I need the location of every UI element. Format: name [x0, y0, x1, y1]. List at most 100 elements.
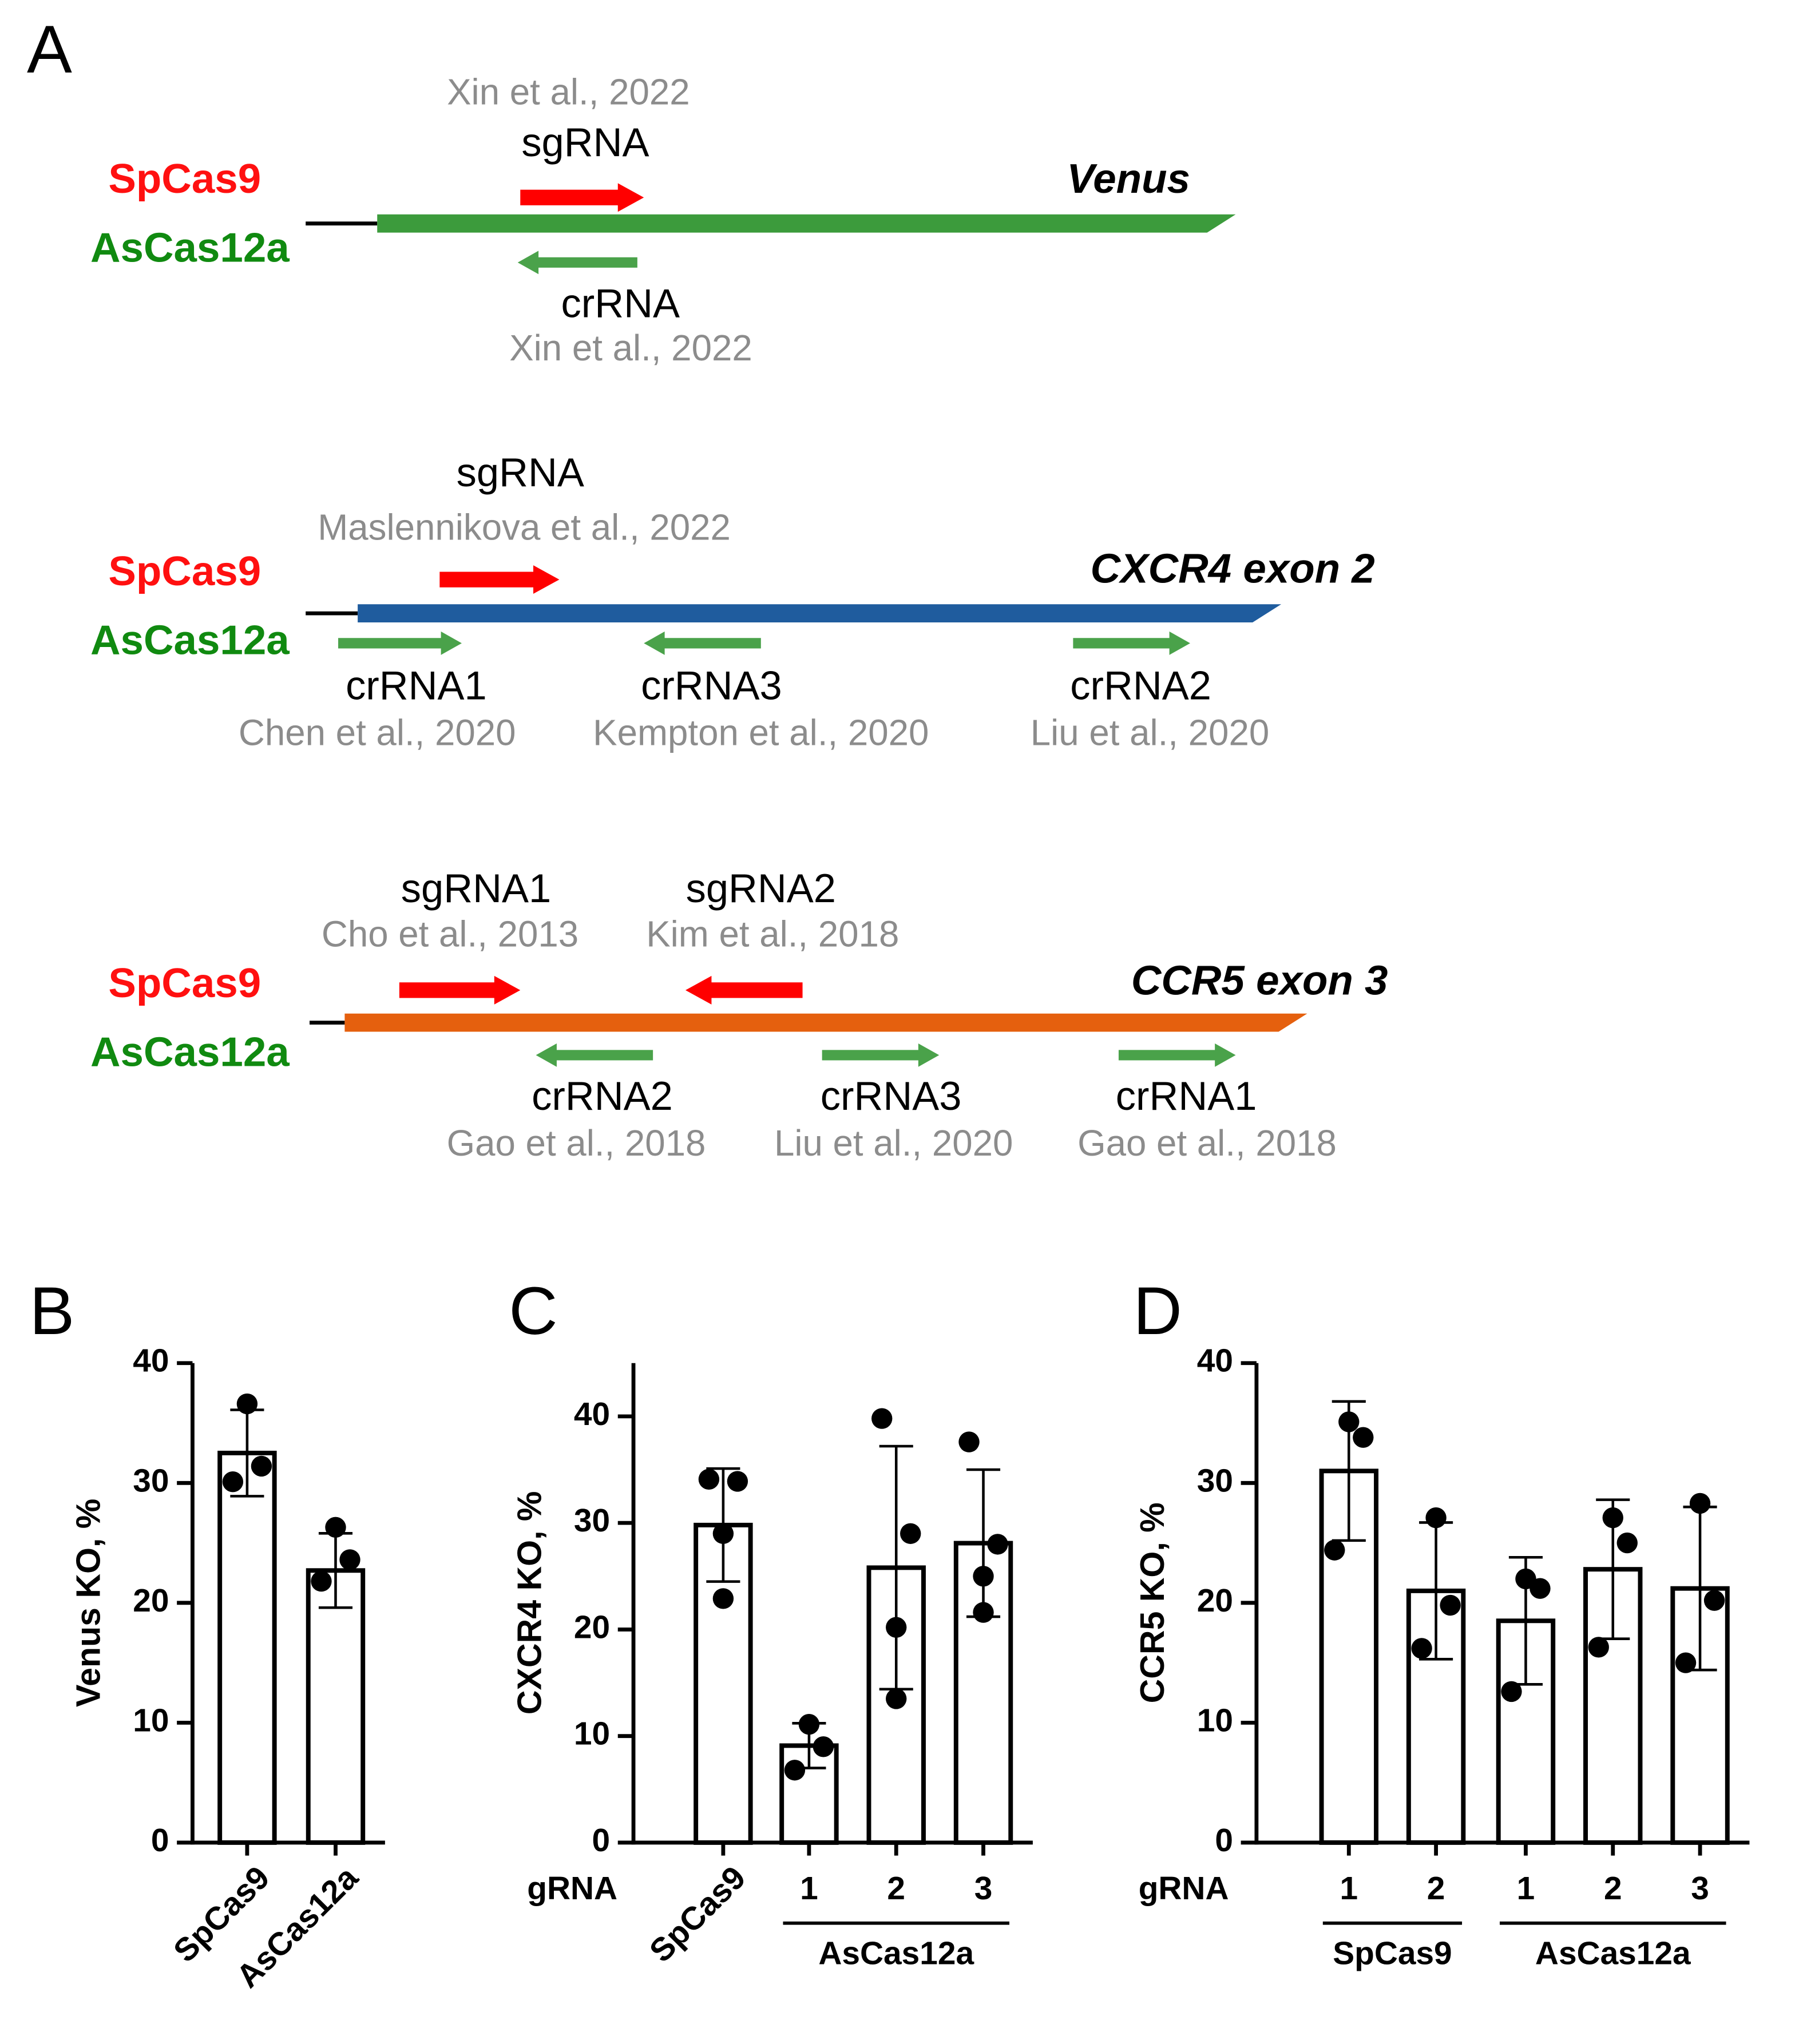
bar — [306, 1568, 366, 1845]
data-point — [886, 1617, 907, 1638]
guide-arrow — [536, 1043, 653, 1067]
guide-name: crRNA2 — [532, 1073, 673, 1118]
data-point — [900, 1523, 921, 1544]
y-tick-label: 10 — [1197, 1702, 1233, 1739]
locus-bar — [344, 1013, 1307, 1032]
data-point — [1353, 1427, 1374, 1448]
data-point — [1703, 1590, 1725, 1611]
guide-name: sgRNA — [457, 450, 584, 495]
guide-arrow — [338, 631, 462, 655]
enzyme-label: AsCas12a — [90, 1029, 290, 1075]
enzyme-label: AsCas12a — [90, 617, 290, 664]
gene-name: CXCR4 exon 2 — [1091, 546, 1375, 592]
y-tick-label: 40 — [574, 1396, 610, 1432]
guide-reference: Liu et al., 2020 — [1031, 712, 1269, 753]
x-axis-label: gRNA — [527, 1871, 617, 1907]
gene-name: Venus — [1067, 156, 1190, 202]
data-point — [987, 1534, 1008, 1555]
guide-name: crRNA — [561, 281, 680, 326]
guide-arrow — [1118, 1043, 1236, 1067]
x-tick-label: 2 — [887, 1871, 905, 1907]
data-point — [798, 1714, 820, 1735]
guide-name: crRNA1 — [346, 662, 487, 708]
y-tick-label: 20 — [1197, 1583, 1233, 1619]
x-tick-label: 2 — [1427, 1871, 1445, 1907]
data-point — [712, 1588, 734, 1609]
guide-arrow — [439, 565, 560, 594]
data-point — [1675, 1652, 1697, 1673]
x-tick-label: 1 — [800, 1871, 818, 1907]
bar — [217, 1450, 277, 1845]
enzyme-label: SpCas9 — [108, 548, 261, 594]
y-tick-label: 10 — [133, 1702, 169, 1739]
guide-arrow — [517, 251, 637, 275]
guide-arrow — [685, 975, 803, 1005]
data-point — [1501, 1681, 1522, 1702]
panel-label: A — [27, 12, 72, 88]
x-tick-label: 3 — [974, 1871, 993, 1907]
data-point — [339, 1549, 360, 1570]
panel-label: B — [30, 1273, 75, 1349]
guide-name: crRNA3 — [821, 1073, 962, 1118]
group-label: AsCas12a — [1535, 1936, 1691, 1972]
data-point — [712, 1523, 734, 1544]
guide-reference: Maslennikova et al., 2022 — [318, 507, 731, 548]
data-point — [222, 1471, 244, 1493]
gene-name: CCR5 exon 3 — [1131, 958, 1388, 1004]
guide-name: crRNA3 — [641, 662, 782, 708]
data-point — [813, 1736, 834, 1757]
locus-bar — [377, 214, 1236, 233]
data-point — [1425, 1507, 1447, 1529]
guide-reference: Xin et al., 2022 — [509, 328, 752, 368]
guide-arrow — [399, 975, 521, 1005]
y-tick-label: 0 — [151, 1823, 169, 1859]
guide-reference: Gao et al., 2018 — [447, 1123, 706, 1164]
guide-name: sgRNA1 — [401, 866, 551, 911]
data-point — [727, 1471, 748, 1492]
panel-label: D — [1133, 1273, 1182, 1349]
data-point — [958, 1431, 980, 1452]
guide-name: sgRNA2 — [686, 866, 836, 911]
data-point — [698, 1468, 720, 1490]
data-point — [251, 1455, 272, 1477]
y-tick-label: 0 — [1215, 1823, 1233, 1859]
data-point — [784, 1760, 806, 1781]
data-point — [1440, 1594, 1461, 1616]
data-point — [1616, 1532, 1638, 1554]
y-tick-label: 30 — [133, 1463, 169, 1499]
locus-bar — [358, 604, 1282, 623]
y-tick-label: 30 — [574, 1503, 610, 1539]
guide-reference: Cho et al., 2013 — [322, 914, 578, 955]
y-axis-label: CCR5 KO, % — [1134, 1502, 1171, 1703]
data-point — [973, 1602, 994, 1623]
y-tick-label: 10 — [574, 1716, 610, 1752]
panel-label: C — [509, 1273, 557, 1349]
guide-reference: Chen et al., 2020 — [239, 712, 516, 753]
y-tick-label: 0 — [592, 1823, 611, 1859]
data-point — [1689, 1493, 1711, 1514]
data-point — [1411, 1638, 1432, 1659]
guide-arrow — [644, 631, 761, 655]
y-tick-label: 20 — [574, 1609, 610, 1645]
enzyme-label: AsCas12a — [90, 225, 290, 271]
y-tick-label: 40 — [1197, 1343, 1233, 1379]
guide-reference: Liu et al., 2020 — [774, 1123, 1013, 1164]
data-point — [325, 1517, 346, 1538]
guide-reference: Kim et al., 2018 — [646, 914, 899, 955]
guide-arrow — [1073, 631, 1190, 655]
group-label: AsCas12a — [818, 1936, 974, 1972]
data-point — [871, 1408, 893, 1429]
x-tick-label: 1 — [1340, 1871, 1358, 1907]
y-tick-label: 40 — [133, 1343, 169, 1379]
y-tick-label: 20 — [133, 1583, 169, 1619]
y-tick-label: 30 — [1197, 1463, 1233, 1499]
guide-reference: Kempton et al., 2020 — [593, 712, 929, 753]
data-point — [1529, 1578, 1551, 1599]
group-label: SpCas9 — [1333, 1936, 1452, 1972]
enzyme-label: SpCas9 — [108, 156, 261, 202]
x-axis-label: gRNA — [1139, 1871, 1229, 1907]
x-tick-label: 1 — [1517, 1871, 1535, 1907]
data-point — [973, 1566, 994, 1587]
y-axis-label: Venus KO, % — [70, 1499, 108, 1707]
